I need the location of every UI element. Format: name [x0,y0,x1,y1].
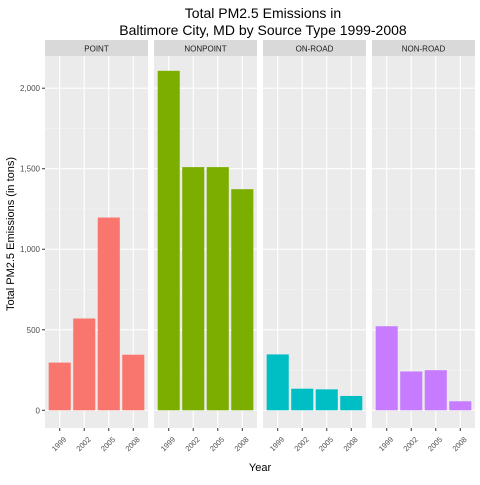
y-tick-label: 500 [27,326,41,335]
bar-on-road-2005 [315,389,338,411]
facet-strip-label: ON-ROAD [296,45,334,54]
x-tick-label: 2008 [232,435,250,453]
facet-panel-nonpoint: NONPOINT 1999 2002 2005 2008 [154,40,257,453]
x-tick-label: 2005 [317,435,335,453]
bar-non-road-2002 [400,371,423,411]
bar-point-1999 [48,362,71,411]
y-axis-label: Total PM2.5 Emissions (in tons) [5,157,17,311]
x-tick-label: 2008 [123,435,141,453]
facet-panel-on-road: ON-ROAD 1999 2002 2005 2008 [263,40,366,453]
bar-on-road-2002 [291,388,314,411]
bar-point-2002 [73,318,96,411]
facet-strip-label: NONPOINT [184,45,226,54]
y-axis: 0 500 1,000 1,500 2,000 [20,84,45,415]
facet-panel-non-road: NON-ROAD 1999 2002 2005 2008 [372,40,475,453]
x-axis-label: Year [249,462,272,474]
x-tick-label: 2005 [426,435,444,453]
x-tick-label: 2005 [99,435,117,453]
bar-on-road-1999 [266,354,289,411]
bar-nonpoint-2008 [231,189,254,411]
y-tick-label: 1,500 [20,165,41,174]
y-tick-label: 0 [36,406,41,415]
facet-panel-point: POINT 1999 2002 2005 2008 [45,40,148,453]
facet-strip [263,40,366,56]
y-tick-label: 2,000 [20,84,41,93]
y-tick-label: 1,000 [20,245,41,254]
facet-strip-label: POINT [84,45,109,54]
x-tick-label: 2002 [183,435,201,453]
bar-point-2008 [122,354,145,411]
x-tick-label: 2002 [401,435,419,453]
facet-panels: POINT 1999 2002 2005 2008 NONPOINT 1999 2002 200… [45,40,475,453]
x-tick-label: 2008 [341,435,359,453]
x-tick-label: 1999 [50,435,68,453]
bar-point-2005 [97,217,120,411]
facet-strip-label: NON-ROAD [402,45,446,54]
bar-non-road-2008 [449,401,472,411]
facet-strip [154,40,257,56]
facet-strip [372,40,475,56]
bar-nonpoint-2002 [182,167,205,411]
x-tick-label: 2005 [208,435,226,453]
x-tick-label: 1999 [268,435,286,453]
bar-non-road-1999 [375,326,398,411]
x-tick-label: 2002 [292,435,310,453]
bar-nonpoint-1999 [157,70,180,411]
x-tick-label: 1999 [159,435,177,453]
chart-title-line-1: Total PM2.5 Emissions in [185,5,341,21]
bar-on-road-2008 [340,395,363,411]
x-tick-label: 2002 [74,435,92,453]
x-tick-label: 1999 [377,435,395,453]
bar-nonpoint-2005 [206,167,229,411]
chart-title-line-2: Baltimore City, MD by Source Type 1999-2… [119,22,407,38]
x-tick-label: 2008 [450,435,468,453]
bar-non-road-2005 [424,370,447,411]
facet-strip [45,40,148,56]
